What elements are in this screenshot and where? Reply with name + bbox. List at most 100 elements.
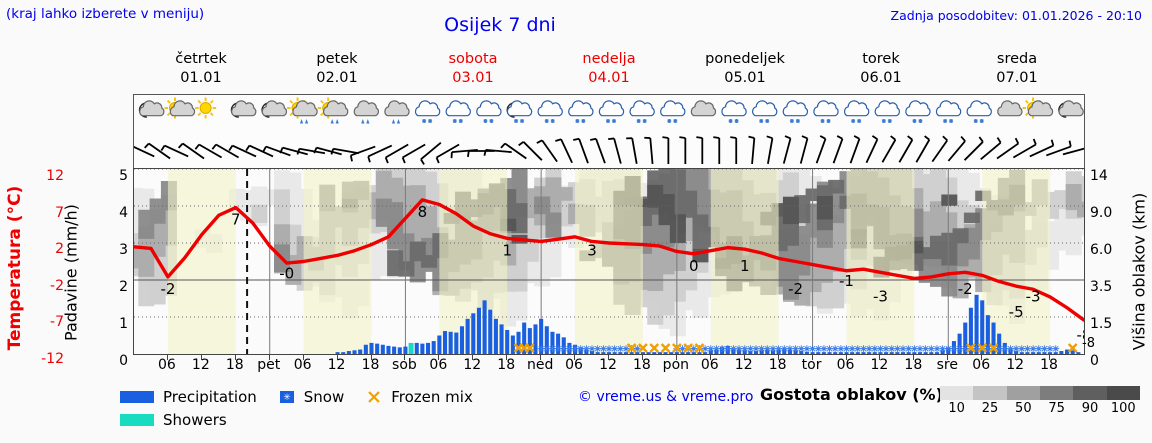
precipitation-bar [980,300,985,354]
precipitation-bar [465,318,470,354]
snow-marker: ✳ [911,345,919,354]
snow-marker: ✳ [1041,345,1049,354]
snow-marker: ✳ [713,345,721,354]
precipitation-bar [884,352,889,354]
precipitation-bar [1048,352,1053,354]
precipitation-bar [335,352,340,354]
wind-barb [626,137,638,164]
x-tick-label: pet [257,357,281,373]
x-tick-label: 06 [836,357,855,373]
precipitation-bar [691,352,696,354]
weather-icon-snow-cloud [414,100,441,123]
temperature-point-label: -1 [839,272,854,290]
showers-bar [408,342,414,354]
snow-marker: ✳ [1035,345,1043,354]
weather-icon-snow-cloud [568,100,594,123]
snow-marker: ✳ [786,345,794,354]
precipitation-bar [459,326,465,354]
snow-marker: ✳ [865,345,873,354]
precipitation-bar [403,346,408,354]
snow-marker: ✳ [956,345,964,354]
meteogram-plot[interactable]: ✳ ✳ ✳ ✳ ✳ ✳ ✳ ✳ ✳ ✳ ✳ ✳ ✳ ✳ ✳ ✳ ✳ ✳ ✳ ✳ ✳ ✳ ✳ ✳ ✳ ✳ ✳ ✳ ✳ ✳ ✳ ✳ ✳ ✳ ✳ ✳ ✳ ✳ ✳ ✳… [133,168,1085,355]
temperature-axis-ticks: 12 7 2 -2 -7 -12 [30,160,64,367]
wind-barb [696,136,704,164]
temperature-tick: -7 [50,314,64,330]
x-tick-label: 12 [599,357,617,373]
precipitation-bar [392,346,397,354]
snow-marker: ✳ [747,345,755,354]
precipitation-bar [833,352,838,354]
weather-icon-sun-cloud [1022,97,1054,119]
precipitation-tick: 0 [119,353,128,369]
x-tick-label: 06 [565,357,583,373]
precipitation-bar [352,350,357,354]
snow-marker: ✳ [566,345,574,354]
precipitation-bar [618,352,623,354]
precipitation-bar [426,342,431,354]
wind-barb [799,135,809,164]
cloud-density-tick: 50 [1015,401,1032,416]
precipitation-bar [838,352,843,354]
precipitation-tick: 4 [119,205,128,221]
snow-marker: ✳ [707,345,715,354]
snow-marker: ✳ [730,345,738,354]
wind-barb [177,142,205,160]
temperature-line [134,198,1084,322]
precipitation-bar [759,350,764,354]
precipitation-bar [912,352,917,354]
temperature-point-label: 8 [418,203,428,221]
x-tick-label: 18 [225,357,244,373]
temperature-tick: 7 [55,204,64,221]
temperature-point-label: -8 [1077,326,1084,344]
snow-icon: ✳ [279,390,295,404]
snow-marker: ✳ [758,345,766,354]
precipitation-bar [799,351,804,354]
precipitation-bar [782,348,787,354]
precipitation-bar [612,352,617,354]
temperature-point-label: 1 [502,241,512,259]
day-name: torek [862,51,900,67]
precipitation-axis-ticks: 5 4 3 2 1 0 [88,160,128,369]
precipitation-bar [770,350,776,354]
location-menu-note[interactable]: (kraj lahko izberete v meniju) [6,6,205,22]
x-tick-label: 12 [734,357,753,373]
precipitation-axis-title-text: Padavine (mm/h) [61,204,81,341]
wind-barb [367,144,393,163]
precipitation-bar [640,352,645,354]
snow-marker: ✳ [611,345,619,354]
precipitation-bar [375,343,380,354]
meteogram-svg: ✳✳✳✳✳✳✳✳✳✳✳✳✳✳✳✳✳✳ ✳✳✳✳✳✳✳✳✳✳✳✳✳✳✳✳✳✳✳✳✳✳… [134,169,1084,354]
frozen-mix-marker [988,343,999,353]
x-tick-label: 12 [463,357,482,373]
weather-icon-snow-cloud [721,100,747,123]
weather-icon-snow-cloud [660,100,686,123]
legend-row-1: Precipitation ✳ Snow Frozen mix [120,385,590,408]
weather-icon-snow-cloud [905,100,931,123]
x-tick-mark [1015,355,1017,360]
cloud-density-tick: 25 [981,401,999,416]
copyright-link[interactable]: © vreme.us & vreme.pro [578,389,754,405]
wind-barb [931,135,948,163]
weather-icon-snow-cloud [935,100,962,123]
precipitation-bar [929,352,934,354]
wind-barb [815,135,827,164]
precipitation-bar [991,322,996,354]
wind-barb [898,135,914,163]
wind-barb [644,136,654,165]
precipitation-bar [997,333,1002,354]
snow-marker: ✳ [973,345,981,354]
weather-icon-moon-cloud [1058,100,1084,118]
frozen-mix-marker [638,343,648,353]
snow-marker: ✳ [1007,345,1015,354]
snow-marker: ✳ [1018,345,1026,354]
day-header-7: sreda 07.01 [949,50,1085,88]
precipitation-bar [804,351,809,354]
precipitation-bar [686,352,691,354]
day-date: 04.01 [588,70,630,86]
wind-barb [401,143,426,164]
wind-barb [730,136,738,164]
page-title: Osijek 7 dni [444,14,556,36]
precipitation-bar [663,352,668,354]
cloud-height-tick: 14 [1090,168,1108,184]
precipitation-bar [940,350,945,354]
